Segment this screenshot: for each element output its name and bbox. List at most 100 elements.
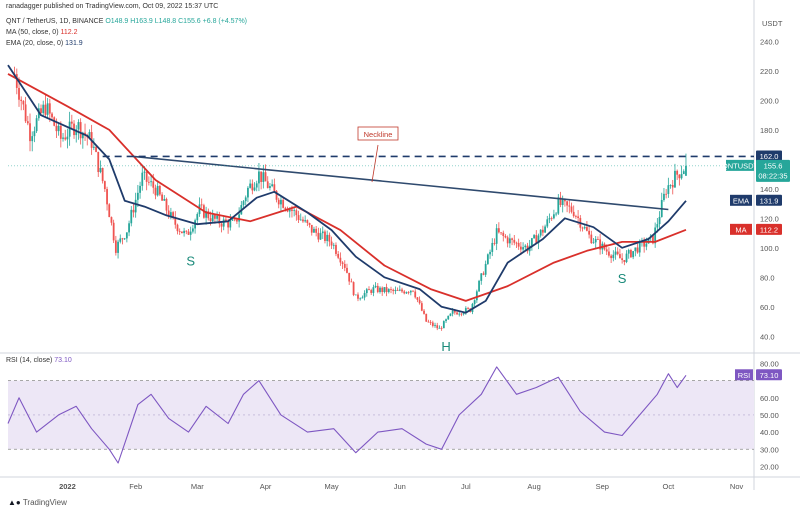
- candle-body: [214, 214, 216, 219]
- candle-body: [29, 123, 31, 142]
- candle-body: [161, 194, 163, 201]
- candle-body: [339, 257, 342, 263]
- candle-body: [280, 199, 282, 205]
- neckline-label-box: [357, 126, 399, 141]
- candle-body: [493, 242, 496, 244]
- candle-body: [552, 214, 555, 219]
- candle-body: [271, 184, 274, 187]
- candle-body: [539, 229, 542, 236]
- candle-body: [491, 242, 494, 252]
- candle-body: [442, 321, 445, 329]
- candle-body: [682, 171, 685, 175]
- candle-body: [185, 230, 188, 232]
- candle-body: [31, 136, 34, 142]
- candle-body: [306, 220, 309, 224]
- candle-body: [92, 146, 95, 148]
- candle-body: [304, 220, 307, 222]
- candle-body: [594, 239, 597, 243]
- candle-body: [561, 199, 564, 205]
- candle-body: [597, 239, 599, 240]
- candle-body: [183, 230, 185, 234]
- ema-legend-value: 131.9: [65, 40, 83, 47]
- candle-body: [335, 244, 337, 254]
- candle-body: [24, 104, 27, 122]
- candle-body: [295, 210, 298, 216]
- candle-body: [174, 217, 177, 225]
- indicator-price-tag: [756, 194, 782, 206]
- candle-body: [218, 215, 221, 224]
- candle-body: [480, 273, 483, 281]
- indicator-price-tag-text: 112.2: [760, 225, 778, 234]
- candle-body: [583, 227, 586, 229]
- candle-body: [266, 181, 269, 188]
- candle-body: [519, 246, 522, 250]
- candle-body: [143, 171, 146, 173]
- candle-body: [544, 226, 546, 233]
- candle-body: [636, 247, 639, 253]
- candle-body: [513, 239, 516, 243]
- candle-body: [328, 234, 331, 242]
- candle-body: [35, 118, 38, 132]
- candle-body: [315, 228, 318, 233]
- candle-body: [354, 294, 357, 296]
- rsi-legend-label: RSI (14, close): [6, 357, 53, 364]
- price-axis-tick: 80.0: [760, 273, 775, 282]
- candle-body: [416, 297, 419, 300]
- candle-body: [436, 325, 439, 329]
- candle-body: [522, 247, 524, 250]
- candle-body: [26, 121, 29, 124]
- price-axis-unit: USDT: [762, 19, 783, 28]
- candle-body: [225, 219, 227, 222]
- candle-body: [434, 325, 436, 327]
- candle-body: [251, 183, 254, 191]
- candle-body: [258, 171, 260, 184]
- time-axis-tick: Nov: [730, 482, 744, 491]
- candle-body: [374, 285, 377, 288]
- candle-body: [502, 232, 505, 236]
- candle-body: [242, 201, 245, 206]
- candle-body: [572, 211, 575, 217]
- candle-body: [46, 103, 49, 115]
- candle-body: [517, 242, 520, 247]
- candle-body: [676, 170, 679, 175]
- candle-body: [66, 136, 69, 140]
- candle-body: [321, 231, 324, 234]
- candle-body: [451, 310, 454, 314]
- candle-body: [535, 235, 538, 244]
- neckline-label: Neckline: [364, 130, 393, 139]
- candle-body: [236, 219, 238, 222]
- candle-body: [685, 165, 687, 176]
- time-axis-tick: 2022: [59, 482, 76, 491]
- candle-body: [178, 231, 181, 232]
- candle-body: [530, 238, 533, 246]
- ema-legend[interactable]: EMA (20, close, 0) 131.9: [6, 40, 83, 47]
- indicator-tag: [730, 194, 752, 206]
- price-axis-tick: 220.0: [760, 67, 779, 76]
- candle-body: [365, 289, 368, 294]
- candle-body: [108, 204, 111, 218]
- ma-legend[interactable]: MA (50, close, 0) 112.2: [6, 29, 77, 36]
- candle-body: [277, 199, 280, 205]
- candle-body: [537, 235, 540, 244]
- candle-body: [238, 214, 241, 222]
- price-axis-tick: 200.0: [760, 96, 779, 105]
- rsi-axis-tick: 30.00: [760, 445, 779, 454]
- rsi-tag: [735, 369, 753, 381]
- candle-body: [680, 174, 683, 179]
- candle-body: [48, 103, 51, 114]
- rsi-legend[interactable]: RSI (14, close) 73.10: [6, 357, 72, 364]
- candle-body: [460, 313, 463, 315]
- candle-body: [652, 235, 654, 244]
- candle-body: [101, 168, 104, 182]
- candles-group: [13, 66, 687, 331]
- rsi-legend-value: 73.10: [54, 357, 72, 364]
- candle-body: [473, 300, 476, 304]
- candle-body: [231, 219, 234, 221]
- candle-body: [385, 287, 388, 293]
- symbol-header: QNT / TetherUS, 1D, BINANCE O148.9 H163.…: [6, 18, 247, 25]
- candle-body: [656, 224, 659, 228]
- candle-body: [330, 241, 333, 246]
- indicator-tag-text: EMA: [733, 196, 749, 205]
- candle-body: [189, 231, 192, 235]
